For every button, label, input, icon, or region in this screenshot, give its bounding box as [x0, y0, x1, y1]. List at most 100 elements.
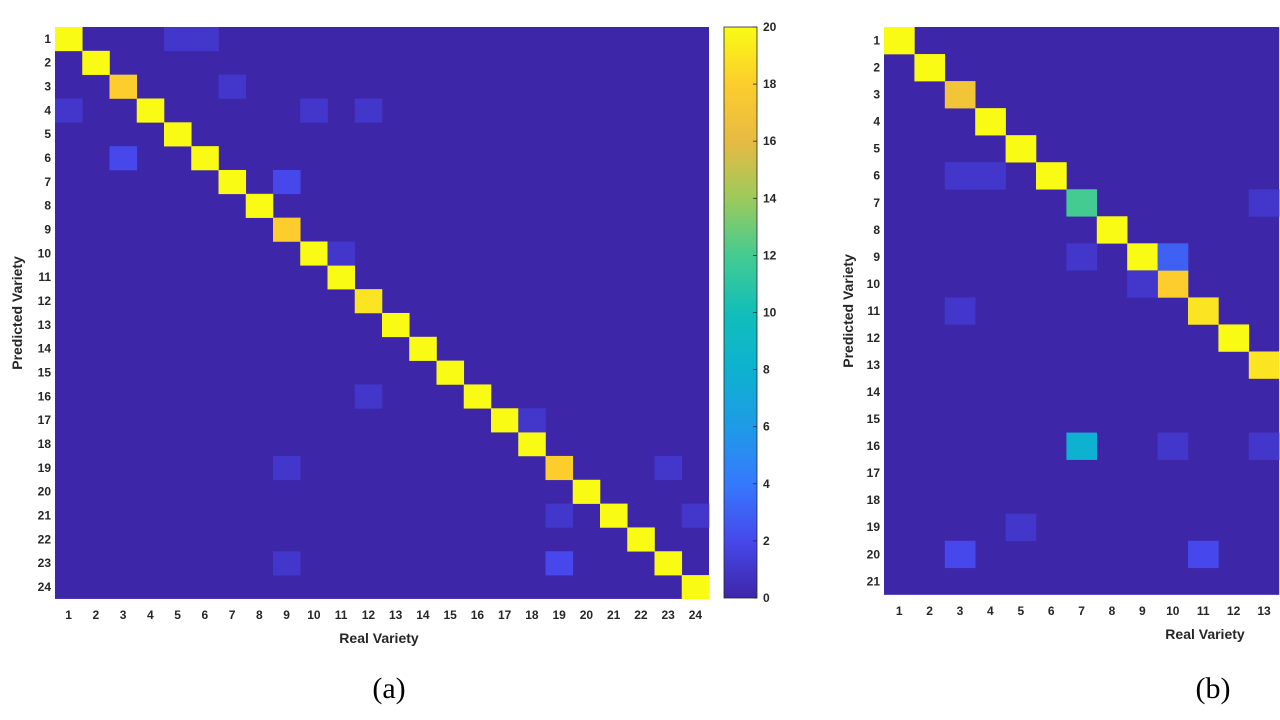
x-tick-a-22: 22	[634, 608, 648, 622]
colorbar-scale	[723, 26, 758, 599]
x-tick-a-2: 2	[93, 608, 100, 622]
y-tick-a-1: 1	[44, 32, 51, 46]
heatmap-cell-b-9-9	[1127, 243, 1158, 271]
heatmap-cell-b-5-19	[1005, 513, 1037, 542]
colorbar-tick-18: 18	[763, 77, 777, 91]
x-tick-a-15: 15	[443, 608, 457, 622]
x-tick-a-19: 19	[552, 608, 566, 622]
colorbar-tick-0: 0	[763, 591, 770, 605]
heatmap-background-b	[884, 27, 1280, 595]
x-axis-label-a: Real Variety	[339, 630, 419, 646]
x-tick-a-17: 17	[498, 608, 512, 622]
x-tick-a-16: 16	[471, 608, 485, 622]
colorbar-tick-10: 10	[763, 306, 777, 320]
heatmap-cell-a-16-16	[463, 384, 492, 409]
heatmap-cell-b-3-11	[944, 297, 976, 325]
heatmap-cell-b-13-16	[1248, 432, 1280, 460]
x-tick-a-9: 9	[283, 608, 290, 622]
heatmap-cell-a-12-4	[354, 98, 383, 123]
x-tick-b-6: 6	[1048, 604, 1055, 618]
x-tick-a-7: 7	[229, 608, 236, 622]
x-tick-b-8: 8	[1109, 604, 1116, 618]
y-tick-a-16: 16	[38, 389, 52, 403]
heatmap-cell-b-3-6	[944, 162, 976, 190]
heatmap-cell-b-6-6	[1036, 162, 1067, 190]
y-tick-a-2: 2	[44, 56, 51, 70]
heatmap-cell-a-23-19	[654, 455, 683, 481]
x-tick-b-13: 13	[1257, 604, 1271, 618]
heatmap-cell-a-11-11	[327, 265, 356, 290]
x-tick-a-10: 10	[307, 608, 321, 622]
x-axis-label-b: Real Variety	[1165, 626, 1245, 642]
y-axis-label-b: Predicted Variety	[840, 254, 856, 368]
heatmap-cell-b-1-1	[884, 27, 915, 55]
heatmap-cell-b-7-7	[1066, 189, 1098, 217]
y-tick-b-16: 16	[867, 439, 881, 453]
y-tick-b-18: 18	[867, 493, 881, 507]
y-tick-b-17: 17	[867, 466, 881, 480]
heatmap-cell-a-19-19	[545, 455, 574, 481]
x-tick-a-20: 20	[580, 608, 594, 622]
heatmap-cell-b-13-13	[1248, 351, 1280, 379]
heatmap-cell-a-9-23	[273, 551, 301, 576]
caption-a: (a)	[372, 672, 405, 705]
heatmap-cell-a-3-3	[109, 74, 138, 99]
colorbar-tick-2: 2	[763, 534, 770, 548]
heatmap-cell-a-19-21	[545, 503, 574, 528]
caption-b: (b)	[1196, 672, 1231, 705]
heatmap-cell-a-14-14	[409, 336, 437, 361]
heatmap-cell-a-13-13	[382, 312, 410, 338]
y-tick-b-12: 12	[867, 331, 881, 345]
heatmap-cell-a-7-7	[218, 169, 247, 195]
y-tick-a-18: 18	[38, 437, 52, 451]
heatmap-cell-b-13-7	[1248, 189, 1280, 217]
y-tick-b-14: 14	[867, 385, 881, 399]
y-tick-a-9: 9	[44, 223, 51, 237]
x-tick-b-1: 1	[896, 604, 903, 618]
y-tick-b-2: 2	[873, 61, 880, 75]
y-tick-a-7: 7	[44, 175, 51, 189]
colorbar: 0 2 4 6 8 10 12 14 16 18 20	[723, 20, 777, 605]
colorbar-tick-8: 8	[763, 363, 770, 377]
heatmap-cell-a-9-7	[273, 169, 301, 195]
x-tick-a-13: 13	[389, 608, 403, 622]
y-tick-a-22: 22	[38, 532, 52, 546]
y-tick-b-11: 11	[867, 304, 880, 318]
y-tick-a-14: 14	[38, 342, 52, 356]
heatmap-cell-b-11-20	[1188, 540, 1219, 569]
x-tick-b-3: 3	[957, 604, 964, 618]
confusion-matrix-a: 1234567891011121314151617181920212223241…	[9, 27, 710, 646]
x-tick-a-18: 18	[525, 608, 539, 622]
y-tick-b-5: 5	[873, 142, 880, 156]
heatmap-cell-a-9-19	[273, 455, 301, 481]
heatmap-cell-b-3-20	[944, 540, 976, 569]
x-tick-b-12: 12	[1227, 604, 1241, 618]
x-tick-a-12: 12	[362, 608, 376, 622]
colorbar-tick-20: 20	[763, 20, 777, 34]
y-tick-a-11: 11	[38, 270, 51, 284]
heatmap-cell-b-9-10	[1127, 270, 1158, 298]
heatmap-cell-b-12-12	[1218, 324, 1250, 352]
y-tick-b-3: 3	[873, 88, 880, 102]
heatmap-cell-a-17-17	[491, 408, 519, 433]
x-tick-b-2: 2	[926, 604, 933, 618]
x-tick-b-7: 7	[1078, 604, 1085, 618]
colorbar-tick-16: 16	[763, 134, 777, 148]
heatmap-cell-a-5-5	[164, 122, 192, 147]
x-tick-b-10: 10	[1166, 604, 1180, 618]
x-tick-a-24: 24	[689, 608, 703, 622]
y-tick-a-19: 19	[38, 461, 52, 475]
x-tick-a-1: 1	[65, 608, 72, 622]
heatmap-cell-a-6-1	[191, 27, 219, 52]
x-tick-a-4: 4	[147, 608, 154, 622]
heatmap-cell-b-3-3	[944, 81, 976, 109]
x-tick-b-5: 5	[1017, 604, 1024, 618]
heatmap-cell-a-20-20	[572, 479, 601, 504]
y-tick-a-17: 17	[38, 413, 52, 427]
heatmap-cell-a-10-4	[300, 98, 328, 123]
y-tick-b-19: 19	[867, 520, 881, 534]
x-tick-b-4: 4	[987, 604, 994, 618]
y-tick-a-23: 23	[38, 556, 52, 570]
y-tick-a-20: 20	[38, 485, 52, 499]
y-tick-a-10: 10	[38, 246, 52, 260]
